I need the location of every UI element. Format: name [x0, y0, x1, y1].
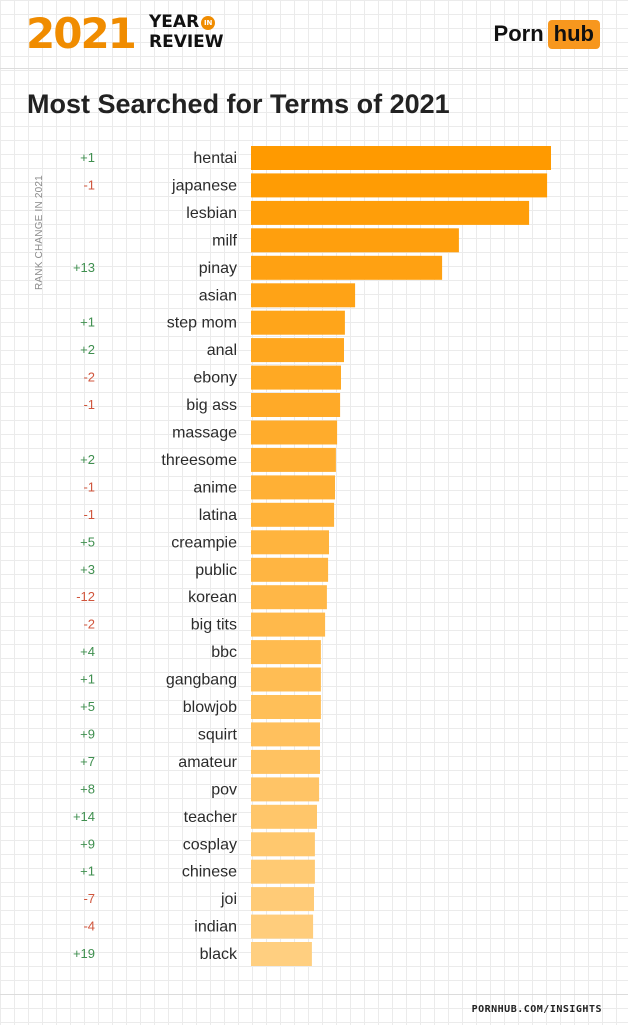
bar-pinay — [251, 255, 443, 280]
bar-big-tits — [251, 612, 326, 637]
rank-change-label: -1 — [83, 177, 95, 192]
bar-amateur — [251, 749, 320, 774]
bar-latina — [251, 502, 335, 527]
year-in-review-year: 2021 — [26, 9, 137, 58]
rank-change-label: +5 — [80, 699, 95, 714]
category-label: anime — [193, 479, 237, 496]
bar-lesbian — [251, 200, 530, 225]
bar-anal — [251, 338, 344, 363]
review-word: REVIEW — [149, 32, 224, 52]
category-label: public — [195, 562, 237, 579]
category-label: big ass — [186, 397, 237, 414]
bar-joi — [251, 887, 314, 912]
bar-chinese — [251, 859, 315, 884]
bar-blowjob — [251, 695, 321, 719]
bar-ebony — [251, 365, 341, 390]
category-label: squirt — [198, 726, 238, 743]
rank-change-label: +9 — [80, 726, 95, 741]
category-label: pinay — [199, 260, 237, 277]
bar-hentai — [251, 146, 551, 170]
category-label: pov — [211, 781, 237, 798]
bar-cosplay — [251, 832, 315, 857]
category-label: amateur — [178, 754, 237, 771]
rank-change-label: +7 — [80, 754, 95, 769]
category-label: asian — [199, 287, 237, 304]
header: 2021 YEAR IN REVIEW Porn hub — [0, 0, 628, 69]
category-label: lesbian — [186, 205, 237, 222]
logo-text-right: hub — [547, 19, 600, 49]
bar-black — [251, 942, 312, 966]
category-label: indian — [194, 919, 237, 936]
rank-change-label: +3 — [80, 562, 95, 577]
bar-asian — [251, 283, 356, 308]
category-label: blowjob — [183, 699, 237, 716]
rank-change-label: +5 — [80, 534, 95, 549]
rank-change-label: -12 — [76, 589, 95, 604]
site-logo[interactable]: Porn hub — [494, 19, 600, 49]
category-label: korean — [188, 589, 237, 606]
bar-milf — [251, 228, 459, 253]
in-badge-icon: IN — [201, 16, 216, 30]
insights-link[interactable]: PORNHUB.COM/INSIGHTS — [471, 1004, 602, 1015]
rank-change-label: +2 — [80, 342, 95, 357]
rank-change-label: +19 — [73, 946, 95, 961]
rank-change-label: +8 — [80, 781, 95, 796]
bar-korean — [251, 585, 327, 610]
chart-title: Most Searched for Terms of 2021 — [27, 89, 450, 119]
rank-change-label: +1 — [80, 864, 95, 879]
bar-anime — [251, 475, 335, 500]
category-label: chinese — [182, 864, 237, 881]
rank-change-label: +9 — [80, 836, 95, 851]
category-label: big tits — [191, 617, 237, 634]
rank-change-label: +1 — [80, 315, 95, 330]
category-label: milf — [212, 232, 237, 249]
category-label: gangbang — [166, 672, 237, 689]
year-in-review-wordmark: YEAR IN REVIEW — [149, 12, 224, 52]
rank-change-label: -1 — [83, 479, 95, 494]
footer — [0, 994, 628, 1025]
logo-text-left: Porn — [493, 21, 544, 46]
rank-change-label: -1 — [83, 397, 95, 412]
bar-bbc — [251, 640, 321, 665]
rank-change-label: -4 — [83, 919, 95, 934]
rank-change-label: +1 — [80, 672, 95, 687]
category-label: black — [200, 946, 238, 963]
category-label: bbc — [211, 644, 237, 661]
bar-big-ass — [251, 393, 341, 417]
bar-threesome — [251, 447, 336, 472]
category-label: hentai — [193, 150, 237, 167]
category-label: joi — [220, 891, 237, 908]
bar-creampie — [251, 530, 329, 555]
category-label: japanese — [171, 177, 237, 194]
rank-change-label: +2 — [80, 452, 95, 467]
category-label: threesome — [161, 452, 237, 469]
category-label: latina — [199, 507, 237, 524]
category-label: ebony — [193, 370, 237, 387]
bar-squirt — [251, 722, 320, 747]
bar-pov — [251, 777, 320, 802]
bar-indian — [251, 914, 314, 939]
bar-teacher — [251, 804, 317, 829]
category-label: cosplay — [183, 836, 237, 853]
rank-change-label: +1 — [80, 150, 95, 165]
category-label: teacher — [184, 809, 238, 826]
rank-change-label: +13 — [73, 260, 95, 275]
year-word: YEAR — [149, 12, 200, 32]
bar-gangbang — [251, 667, 321, 692]
rank-change-label: -2 — [83, 617, 95, 632]
bar-step-mom — [251, 310, 345, 335]
rank-change-label: -7 — [83, 891, 95, 906]
category-label: step mom — [167, 315, 237, 332]
category-label: creampie — [171, 534, 237, 551]
bar-chart: hentai +1 japanese -1 lesbian milf pinay +13 asi… — [73, 146, 551, 966]
rank-change-label: +4 — [80, 644, 95, 659]
category-label: massage — [172, 425, 237, 442]
bar-massage — [251, 420, 338, 445]
rank-change-label: +14 — [73, 809, 95, 824]
category-label: anal — [207, 342, 237, 359]
bar-japanese — [251, 173, 548, 198]
bar-public — [251, 557, 329, 582]
rank-change-label: -1 — [83, 507, 95, 522]
rank-change-label: -2 — [83, 370, 95, 385]
